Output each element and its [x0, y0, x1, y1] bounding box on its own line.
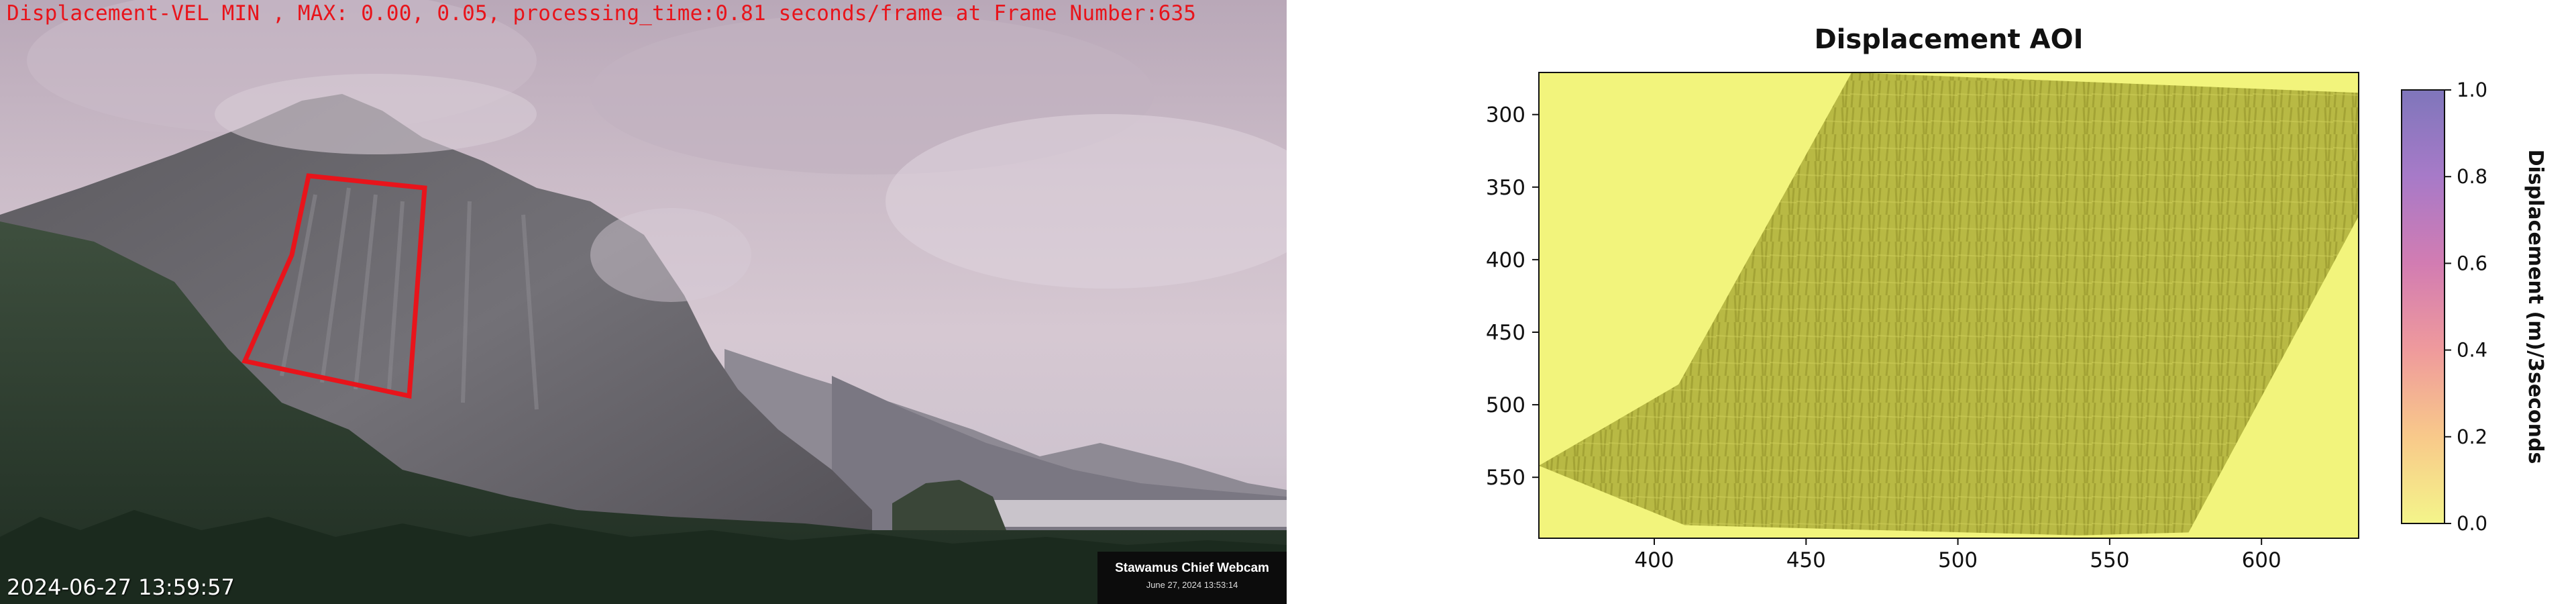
camera-name: Stawamus Chief Webcam: [1115, 561, 1269, 575]
colorbar-scale: [2401, 89, 2445, 524]
colorbar-tick-label: 0.8: [2457, 165, 2487, 188]
colorbar: 0.0 0.2 0.4 0.6 0.8 1.0 Displacement (m)/3sec…: [2401, 79, 2547, 535]
x-tick-label: 400: [1634, 548, 1674, 572]
roi-outline: [241, 173, 427, 399]
camera-date: June 27, 2024 13:53:14: [1146, 580, 1238, 590]
plot-area: [1538, 72, 2359, 539]
x-tick-label: 450: [1786, 548, 1826, 572]
colorbar-ticks: 0.0 0.2 0.4 0.6 0.8 1.0: [2445, 79, 2487, 535]
colorbar-tick-label: 0.4: [2457, 339, 2487, 362]
x-axis: 400 450 500 550 600: [1634, 538, 2282, 572]
colorbar-tick-label: 1.0: [2457, 79, 2487, 101]
x-tick-label: 550: [2090, 548, 2129, 572]
plot-frame: [1538, 72, 2359, 539]
camera-label: Stawamus Chief Webcam June 27, 2024 13:5…: [1097, 552, 1287, 604]
overlay-title: Displacement-VEL MIN , MAX: 0.00, 0.05, …: [7, 1, 1197, 26]
y-tick-label: 400: [1486, 248, 1525, 272]
webcam-scene: [0, 0, 1287, 604]
colorbar-tick-label: 0.2: [2457, 425, 2487, 448]
x-tick-label: 600: [2242, 548, 2282, 572]
y-tick-label: 500: [1486, 393, 1525, 417]
y-axis: 300 350 400 450 500 550: [1486, 103, 1539, 490]
frame-timestamp: 2024-06-27 13:59:57: [7, 574, 235, 600]
displacement-chart: Displacement AOI 400 450 500 550 600 300 350 4…: [1486, 24, 2547, 572]
displacement-chart-panel: Displacement AOI 400 450 500 550 600 300 350 4…: [1287, 0, 2576, 604]
x-tick-label: 500: [1938, 548, 1978, 572]
webcam-frame: Displacement-VEL MIN , MAX: 0.00, 0.05, …: [0, 0, 1287, 604]
y-tick-label: 300: [1486, 103, 1525, 128]
y-tick-label: 550: [1486, 466, 1525, 490]
colorbar-label: Displacement (m)/3seconds: [2524, 150, 2547, 464]
chart-title: Displacement AOI: [1814, 24, 2083, 55]
colorbar-tick-label: 0.0: [2457, 512, 2487, 535]
y-tick-label: 350: [1486, 176, 1525, 200]
colorbar-tick-label: 0.6: [2457, 252, 2487, 274]
y-tick-label: 450: [1486, 321, 1525, 345]
aoi-displacement-region: [1539, 72, 2359, 536]
